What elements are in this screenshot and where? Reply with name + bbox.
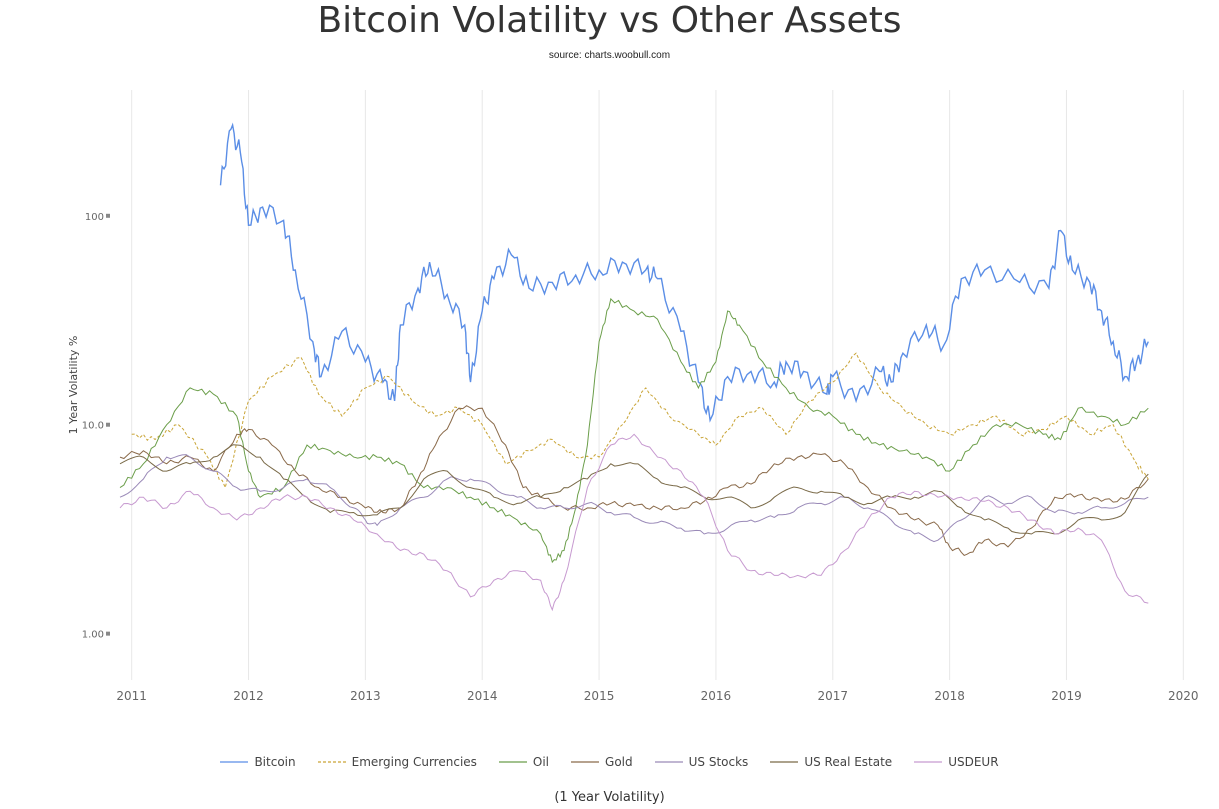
legend-swatch xyxy=(654,761,683,763)
legend-swatch xyxy=(571,761,600,763)
legend-item[interactable]: USDEUR xyxy=(914,755,999,769)
legend-swatch xyxy=(770,761,799,763)
legend-label: US Stocks xyxy=(688,755,749,769)
series-line-us-stocks xyxy=(119,454,1149,543)
x-tick-label: 2013 xyxy=(350,689,381,703)
chart-subtitle: source: charts.woobull.com xyxy=(548,50,671,61)
y-tick-mark xyxy=(106,422,110,427)
chart-footer: (1 Year Volatility) xyxy=(554,790,665,805)
series-lines xyxy=(119,122,1149,612)
series-line-emerging-currencies xyxy=(131,352,1149,490)
x-tick-label: 2012 xyxy=(233,689,264,703)
x-tick-label: 2014 xyxy=(467,689,498,703)
x-tick-label: 2011 xyxy=(116,689,147,703)
legend-label: USDEUR xyxy=(948,755,999,769)
y-axis-ticks: 100 10.0 1.00 xyxy=(82,212,110,641)
legend-label: US Real Estate xyxy=(804,755,893,769)
legend-swatch xyxy=(220,761,249,763)
y-axis-label: 1 Year Volatility % xyxy=(67,336,80,435)
legend: Bitcoin Emerging Currencies Oil Gold US Stoc… xyxy=(0,755,1219,769)
x-axis-ticks: 2011 2012 2013 2014 2015 2016 2017 2018 2019 2020 xyxy=(116,689,1198,703)
legend-label: Emerging Currencies xyxy=(351,755,477,769)
series-line-oil xyxy=(119,297,1149,564)
y-tick-label: 100 xyxy=(85,212,104,223)
series-line-us-real-estate xyxy=(119,444,1149,535)
grid-lines xyxy=(131,90,1184,680)
y-tick-mark xyxy=(106,631,110,636)
legend-swatch xyxy=(498,761,527,763)
x-tick-label: 2020 xyxy=(1168,689,1199,703)
x-tick-label: 2015 xyxy=(584,689,615,703)
y-tick-mark xyxy=(106,213,110,218)
x-tick-label: 2016 xyxy=(701,689,732,703)
chart-title: Bitcoin Volatility vs Other Assets xyxy=(317,0,902,41)
x-tick-label: 2017 xyxy=(817,689,848,703)
legend-swatch xyxy=(317,761,346,763)
legend-item[interactable]: US Stocks xyxy=(654,755,749,769)
series-line-bitcoin xyxy=(219,122,1149,423)
legend-label: Gold xyxy=(605,755,633,769)
legend-item[interactable]: Gold xyxy=(571,755,633,769)
x-tick-label: 2019 xyxy=(1051,689,1082,703)
series-line-usdeur xyxy=(119,433,1149,612)
legend-item[interactable]: Emerging Currencies xyxy=(317,755,477,769)
legend-item[interactable]: Oil xyxy=(498,755,550,769)
legend-item[interactable]: US Real Estate xyxy=(770,755,892,769)
legend-label: Bitcoin xyxy=(254,755,296,769)
x-tick-label: 2018 xyxy=(934,689,965,703)
y-tick-label: 10.0 xyxy=(82,421,104,432)
series-line-gold xyxy=(119,405,1149,556)
legend-label: Oil xyxy=(532,755,550,769)
legend-item[interactable]: Bitcoin xyxy=(220,755,296,769)
legend-swatch xyxy=(914,761,943,763)
y-tick-label: 1.00 xyxy=(82,630,104,641)
line-chart: 2011 2012 2013 2014 2015 2016 2017 2018 2019 2020… xyxy=(67,90,1199,703)
